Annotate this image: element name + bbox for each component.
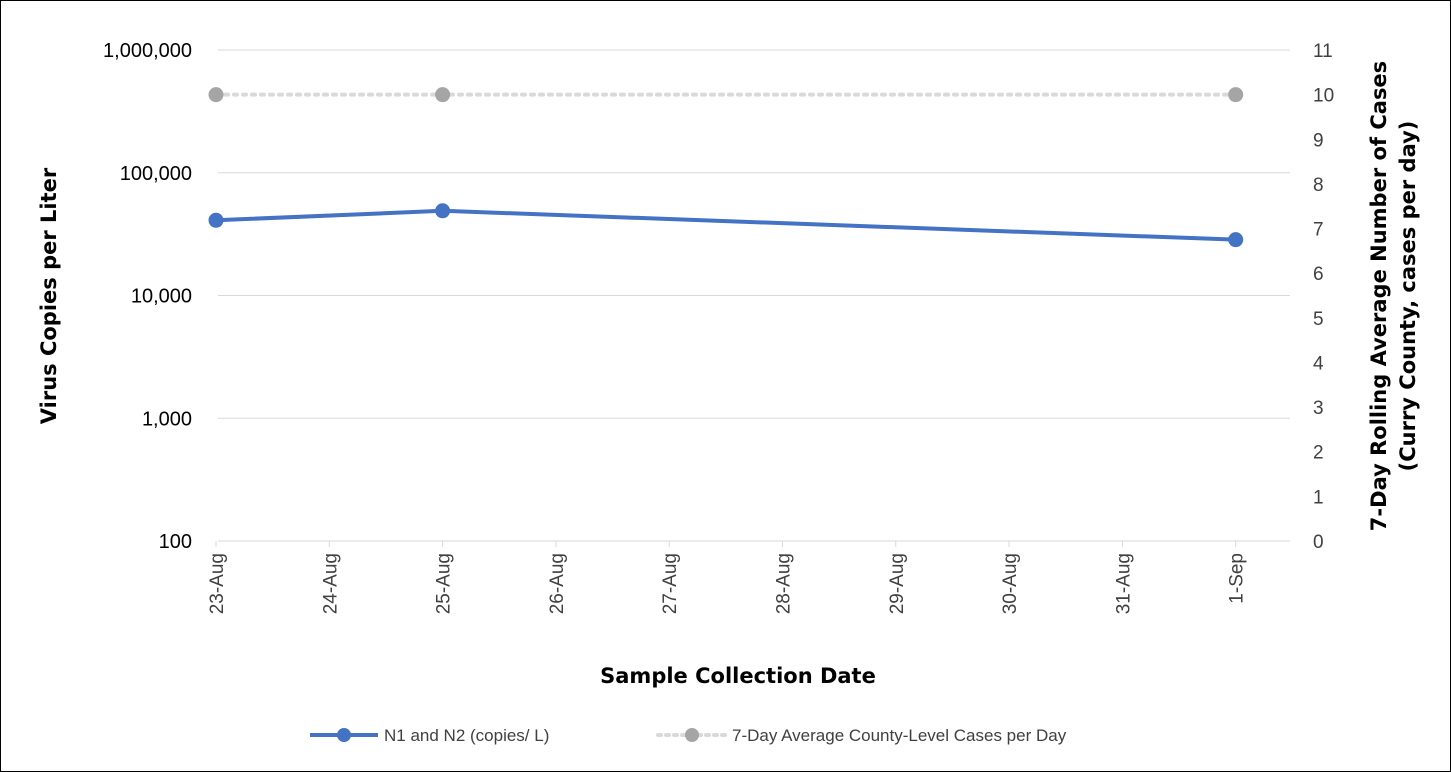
x-tick-label-5: 28-Aug: [774, 553, 795, 614]
y-left-tick-label-4: 1,000,000: [103, 40, 192, 62]
y-right-tick-label-2: 2: [1313, 443, 1324, 464]
series-line-0: [214, 208, 1238, 242]
legend: N1 and N2 (copies/ L) 7-Day Average Coun…: [310, 726, 1067, 745]
y-right-tick-label-3: 3: [1313, 398, 1324, 419]
legend-label-cases: 7-Day Average County-Level Cases per Day: [732, 726, 1067, 745]
y-axis-right-title-line2: (Curry County, cases per day): [1396, 121, 1420, 472]
legend-swatch-n1n2-marker: [337, 728, 351, 742]
y-axis-right: 0 1 2 3 4 5 6 7 8 9 10 11: [1313, 41, 1334, 553]
series-1-point-1: [435, 87, 451, 103]
legend-item-n1n2: N1 and N2 (copies/ L): [310, 726, 549, 745]
x-tick-label-9: 1-Sep: [1227, 553, 1248, 604]
x-tick-label-3: 26-Aug: [547, 553, 568, 614]
gridlines: [218, 49, 1290, 419]
y-axis-left: 100 1,000 10,000 100,000 1,000,000: [103, 40, 192, 553]
series-layer: [208, 87, 1244, 248]
x-axis: 23-Aug 24-Aug 25-Aug 26-Aug 27-Aug 28-Aug 29-A…: [207, 540, 1290, 614]
y-right-tick-label-9: 9: [1313, 130, 1324, 151]
y-left-tick-label-0: 100: [159, 531, 192, 553]
y-axis-left-title: Virus Copies per Liter: [37, 167, 61, 424]
y-axis-right-title-line1: 7-Day Rolling Average Number of Cases: [1367, 61, 1391, 531]
series-0-point-2: [1228, 232, 1244, 248]
x-tick-label-2: 25-Aug: [434, 553, 455, 614]
series-1-point-0: [208, 87, 224, 103]
y-right-tick-label-11: 11: [1313, 41, 1333, 62]
x-tick-label-6: 29-Aug: [887, 553, 908, 614]
y-right-tick-label-1: 1: [1313, 487, 1324, 508]
x-tick-label-4: 27-Aug: [660, 553, 681, 614]
series-1-point-2: [1228, 87, 1244, 103]
y-left-tick-label-3: 100,000: [120, 163, 192, 185]
y-right-tick-label-7: 7: [1313, 220, 1324, 241]
y-right-tick-label-8: 8: [1313, 175, 1324, 196]
y-left-tick-label-1: 1,000: [142, 408, 192, 430]
x-tick-label-7: 30-Aug: [1000, 553, 1021, 614]
y-right-tick-label-0: 0: [1313, 532, 1324, 553]
legend-label-n1n2: N1 and N2 (copies/ L): [384, 726, 549, 745]
legend-swatch-cases-marker: [685, 728, 699, 742]
y-right-tick-label-5: 5: [1313, 309, 1324, 330]
y-right-tick-label-6: 6: [1313, 264, 1324, 285]
x-tick-label-8: 31-Aug: [1113, 553, 1134, 614]
y-right-tick-label-4: 4: [1313, 353, 1324, 374]
y-left-tick-label-2: 10,000: [131, 286, 192, 308]
legend-item-cases: 7-Day Average County-Level Cases per Day: [656, 726, 1067, 745]
x-tick-label-0: 23-Aug: [207, 553, 228, 614]
x-tick-label-1: 24-Aug: [320, 553, 341, 614]
series-0-point-0: [208, 212, 224, 228]
y-right-tick-label-10: 10: [1313, 86, 1334, 107]
x-axis-title: Sample Collection Date: [600, 664, 876, 688]
series-0-point-1: [435, 203, 451, 219]
